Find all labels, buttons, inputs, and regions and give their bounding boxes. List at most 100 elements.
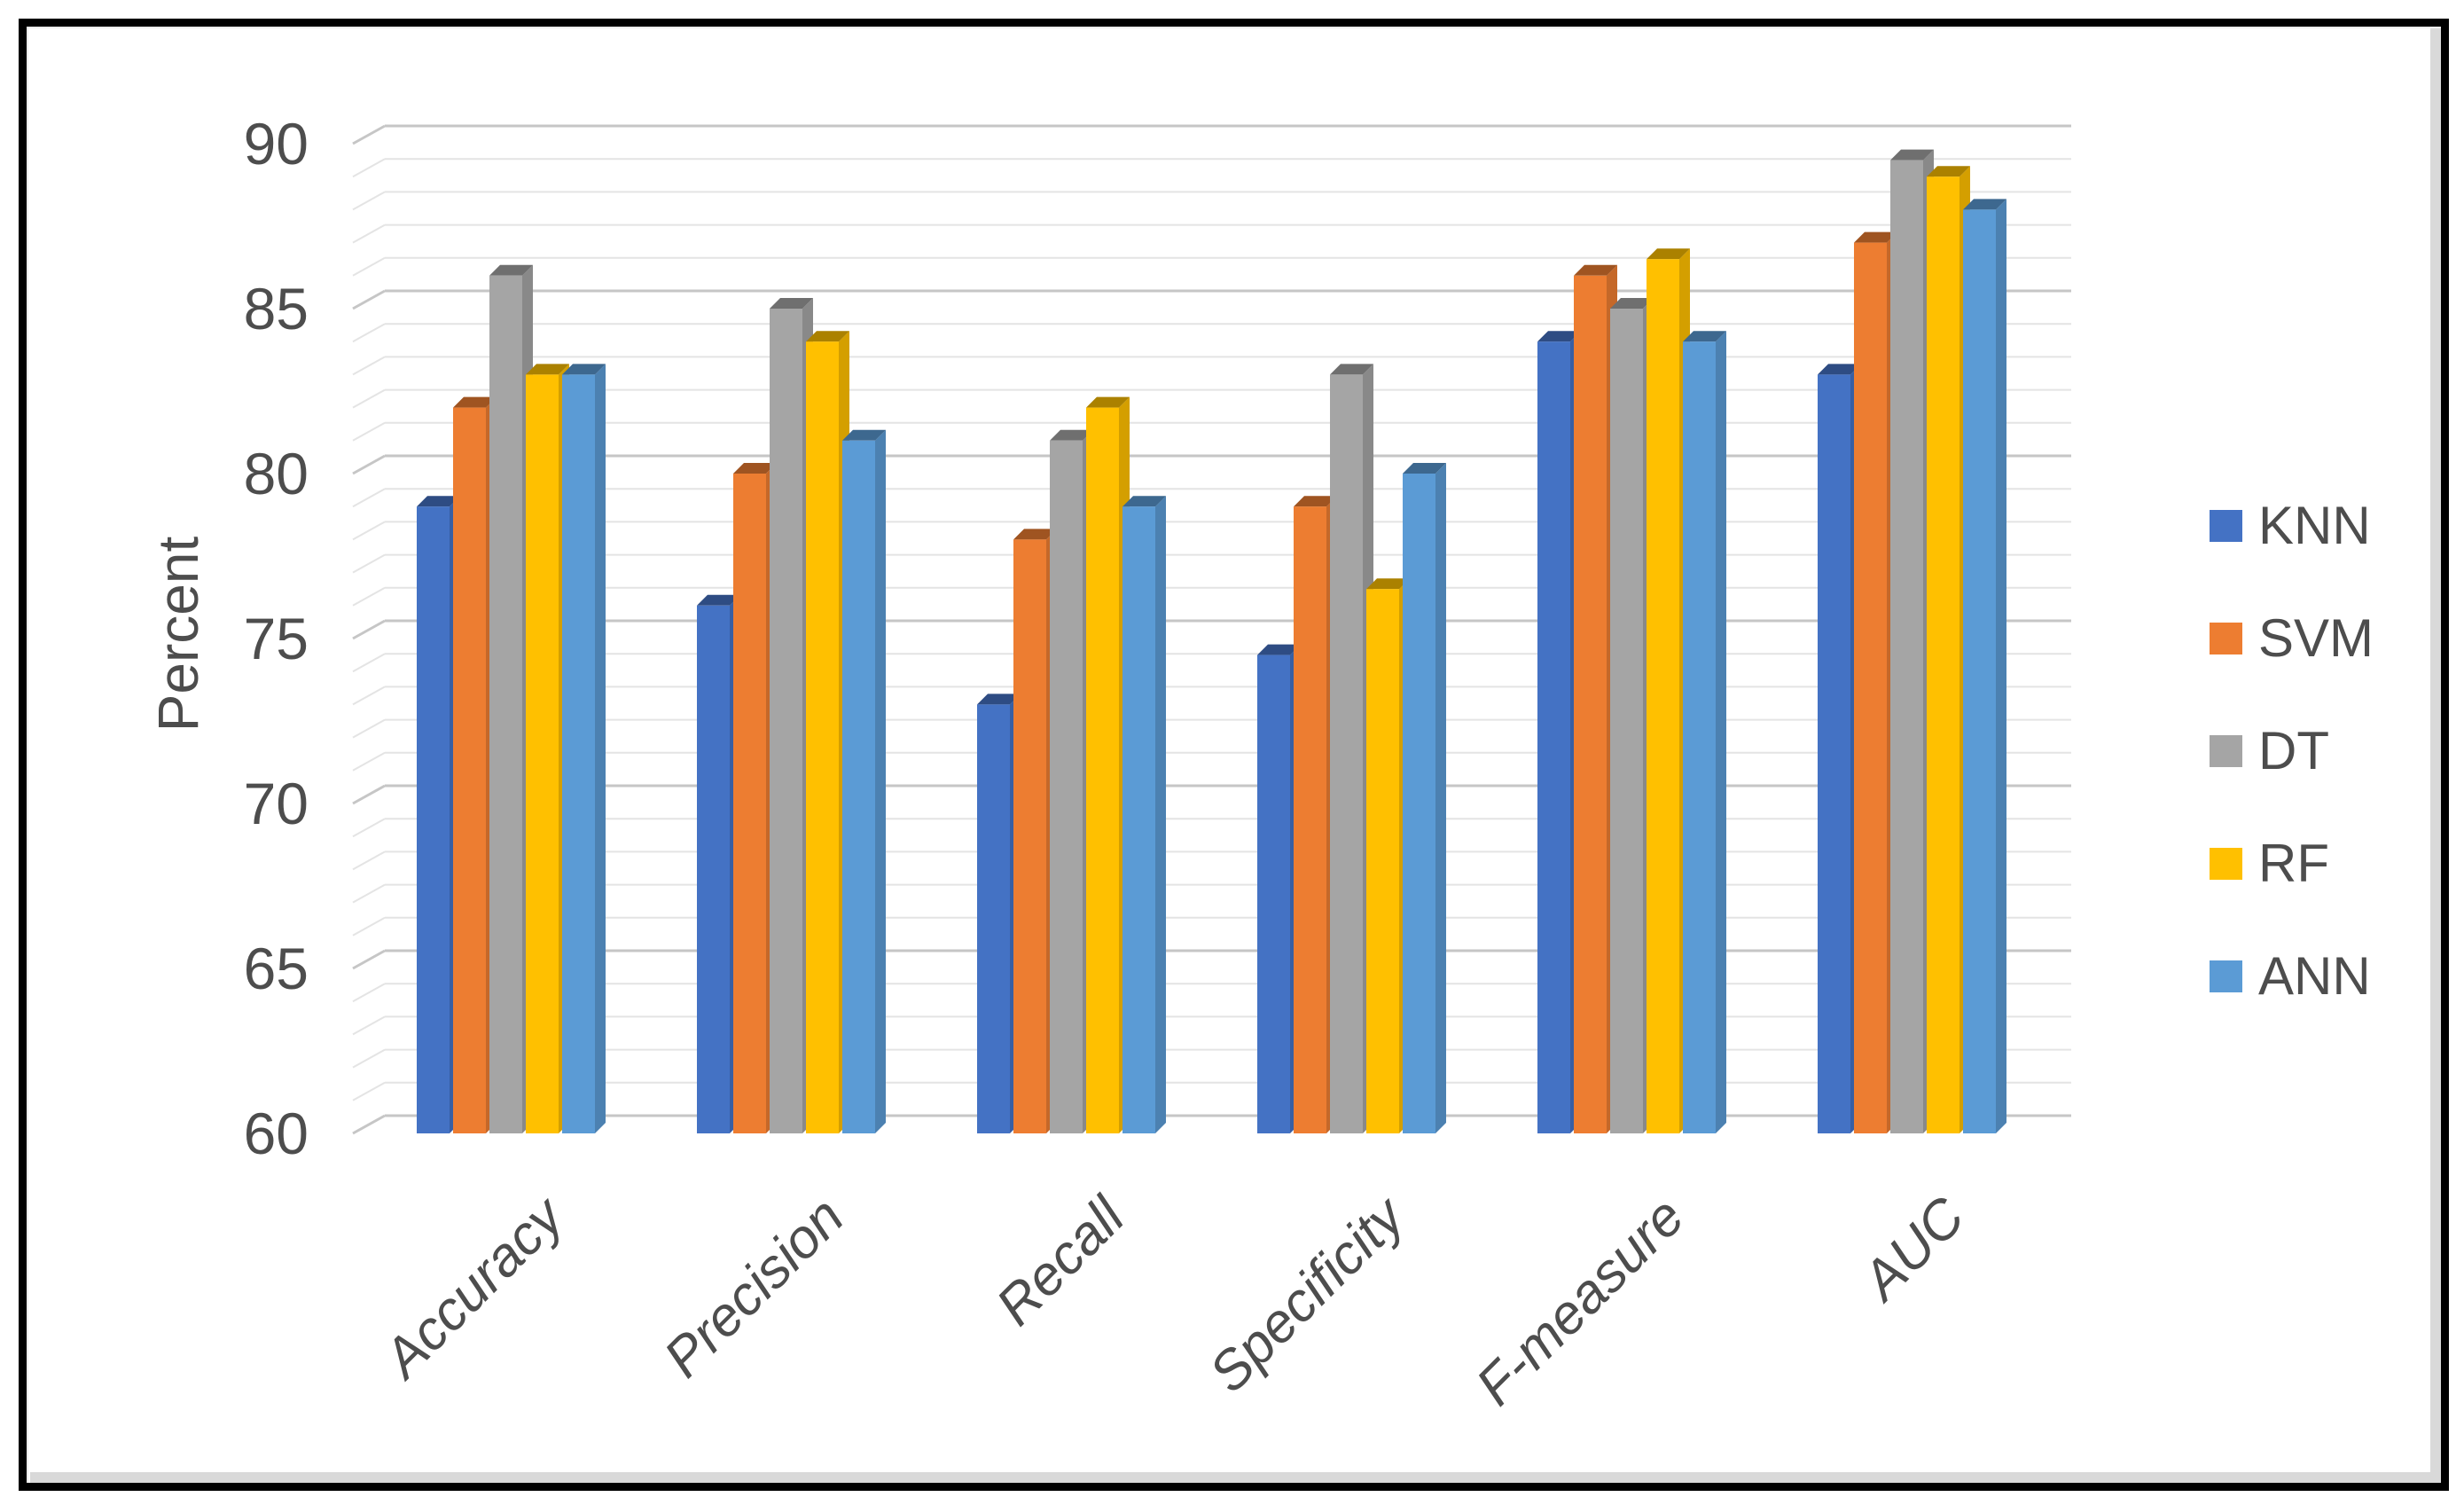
- bar-top-Specificity-RF: [1366, 578, 1410, 590]
- bar-AUC-KNN: [1818, 374, 1850, 1133]
- bar-top-Recall-ANN: [1122, 496, 1166, 507]
- bar-top-AUC-SVM: [1854, 231, 1897, 243]
- bar-Specificity-ANN: [1403, 474, 1435, 1133]
- bar-top-Precision-KNN: [697, 594, 740, 606]
- bar-top-F-measure-SVM: [1574, 264, 1617, 276]
- bar-top-Specificity-KNN: [1257, 644, 1301, 655]
- gridline-stub-major-90: [352, 124, 386, 145]
- bar-Recall-ANN: [1122, 506, 1155, 1133]
- gridline-stub-minor-83: [352, 356, 386, 376]
- gridline-stub-minor-63: [352, 1015, 386, 1036]
- bar-F-measure-DT: [1610, 309, 1643, 1133]
- bar-top-Accuracy-ANN: [562, 364, 606, 375]
- bar-AUC-RF: [1927, 176, 1959, 1134]
- bar-top-Accuracy-KNN: [417, 496, 460, 507]
- gridline-stub-major-80: [352, 454, 386, 475]
- gridline-stub-minor-88: [352, 191, 386, 211]
- bar-Precision-SVM: [733, 474, 766, 1133]
- y-tick-label-60: 60: [243, 1101, 309, 1166]
- bar-Accuracy-KNN: [417, 506, 450, 1133]
- bar-top-AUC-RF: [1927, 166, 1970, 177]
- bottom-edge-shadow: [30, 1472, 2441, 1483]
- gridline-stub-major-60: [352, 1114, 386, 1135]
- bar-side-Specificity-ANN: [1435, 463, 1446, 1133]
- bar-AUC-SVM: [1854, 242, 1887, 1134]
- legend-marker-KNN: [2210, 510, 2242, 542]
- bar-top-F-measure-RF: [1647, 248, 1690, 260]
- bar-AUC-ANN: [1963, 209, 1996, 1133]
- bar-Accuracy-DT: [489, 275, 522, 1133]
- legend-label-DT: DT: [2258, 721, 2329, 780]
- legend-marker-SVM: [2210, 623, 2242, 654]
- bar-top-Recall-RF: [1086, 396, 1130, 408]
- bar-side-Accuracy-ANN: [595, 364, 606, 1133]
- bar-F-measure-RF: [1647, 259, 1679, 1133]
- gridline-stub-minor-87: [352, 223, 386, 244]
- bar-top-Precision-RF: [806, 331, 849, 342]
- legend-marker-DT: [2210, 735, 2242, 767]
- legend-label-SVM: SVM: [2258, 608, 2374, 668]
- gridline-stub-minor-77: [352, 553, 386, 574]
- gridline-stub-minor-86: [352, 256, 386, 277]
- bar-Specificity-SVM: [1294, 506, 1326, 1133]
- bar-Precision-RF: [806, 341, 839, 1133]
- bar-Precision-KNN: [697, 605, 730, 1133]
- bar-top-Specificity-DT: [1330, 364, 1373, 375]
- bar-side-Recall-ANN: [1155, 496, 1166, 1133]
- bar-top-Precision-ANN: [842, 429, 886, 441]
- gridline-stub-minor-69: [352, 818, 386, 838]
- bar-Recall-RF: [1086, 407, 1119, 1134]
- gridline-stub-major-75: [352, 619, 386, 640]
- bar-top-AUC-KNN: [1818, 364, 1861, 375]
- bar-top-Recall-KNN: [977, 694, 1021, 705]
- bar-Recall-DT: [1050, 440, 1083, 1133]
- gridline-stub-minor-61: [352, 1081, 386, 1101]
- bar-top-F-measure-KNN: [1537, 331, 1581, 342]
- y-tick-label-85: 85: [243, 276, 309, 341]
- bar-F-measure-ANN: [1683, 341, 1716, 1133]
- legend-label-RF: RF: [2258, 834, 2329, 893]
- y-axis-title: Percent: [146, 536, 210, 733]
- bar-F-measure-SVM: [1574, 275, 1607, 1133]
- bar-Specificity-RF: [1366, 589, 1399, 1133]
- bar-top-Specificity-ANN: [1403, 463, 1446, 474]
- legend-marker-RF: [2210, 848, 2242, 880]
- y-tick-label-90: 90: [243, 111, 309, 176]
- bar-Accuracy-SVM: [453, 407, 486, 1134]
- bar-Specificity-KNN: [1257, 654, 1290, 1133]
- gridline-stub-major-70: [352, 784, 386, 805]
- bar-top-Precision-SVM: [733, 463, 777, 474]
- legend-label-ANN: ANN: [2258, 946, 2371, 1006]
- bar-Precision-DT: [770, 309, 802, 1133]
- gridline-stub-minor-76: [352, 586, 386, 607]
- gridline-stub-minor-73: [352, 686, 386, 706]
- bar-top-Accuracy-DT: [489, 264, 533, 276]
- bar-Accuracy-RF: [526, 374, 559, 1133]
- gridline-stub-minor-67: [352, 883, 386, 904]
- bar-top-Accuracy-SVM: [453, 396, 497, 408]
- y-tick-label-80: 80: [243, 441, 309, 506]
- gridline-stub-minor-66: [352, 916, 386, 937]
- gridline-stub-major-65: [352, 949, 386, 970]
- bar-side-F-measure-ANN: [1716, 331, 1726, 1133]
- bar-AUC-DT: [1890, 160, 1923, 1134]
- gridline-stub-minor-64: [352, 983, 386, 1003]
- gridline-stub-minor-71: [352, 751, 386, 772]
- gridline-stub-minor-79: [352, 488, 386, 508]
- legend-label-KNN: KNN: [2258, 496, 2371, 555]
- bar-Precision-ANN: [842, 440, 875, 1133]
- gridline-stub-minor-78: [352, 521, 386, 541]
- y-tick-label-70: 70: [243, 771, 309, 836]
- right-edge-shadow: [2430, 28, 2441, 1481]
- gridline-stub-minor-84: [352, 323, 386, 343]
- gridline-stub-minor-72: [352, 718, 386, 739]
- bar-top-F-measure-DT: [1610, 298, 1654, 309]
- bar-F-measure-KNN: [1537, 341, 1570, 1133]
- gridline-stub-minor-74: [352, 653, 386, 673]
- gridline-stub-minor-82: [352, 388, 386, 409]
- y-tick-label-75: 75: [243, 606, 309, 671]
- bar-top-Specificity-SVM: [1294, 496, 1337, 507]
- bar-Recall-SVM: [1013, 539, 1046, 1133]
- bar-top-Accuracy-RF: [526, 364, 569, 375]
